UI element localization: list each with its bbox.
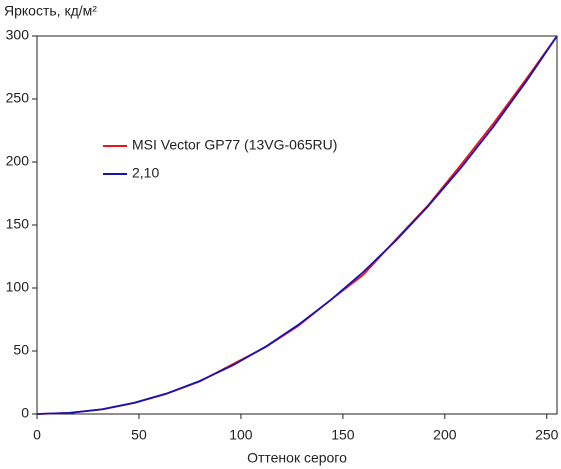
x-tick-label: 150 xyxy=(331,427,355,443)
y-axis-label: Яркость, кд/м² xyxy=(4,3,97,19)
line-series xyxy=(36,35,558,415)
y-tick-label: 250 xyxy=(6,90,30,106)
y-tick-label: 50 xyxy=(13,342,29,358)
x-tick-label: 250 xyxy=(535,427,559,443)
legend-label: 2,10 xyxy=(132,165,159,181)
x-tick-label: 50 xyxy=(131,427,147,443)
y-tick-label: 300 xyxy=(6,27,30,43)
x-axis-label: Оттенок серого xyxy=(247,450,347,466)
line-series xyxy=(36,35,558,415)
x-tick-label: 0 xyxy=(33,427,41,443)
legend-label: MSI Vector GP77 (13VG-065RU) xyxy=(132,137,337,153)
x-tick-label: 100 xyxy=(229,427,253,443)
plot-frame xyxy=(36,35,558,415)
y-tick-label: 100 xyxy=(6,279,30,295)
y-tick-label: 200 xyxy=(6,153,30,169)
x-tick-label: 200 xyxy=(433,427,457,443)
y-tick-label: 150 xyxy=(6,216,30,232)
y-tick-label: 0 xyxy=(21,405,29,421)
